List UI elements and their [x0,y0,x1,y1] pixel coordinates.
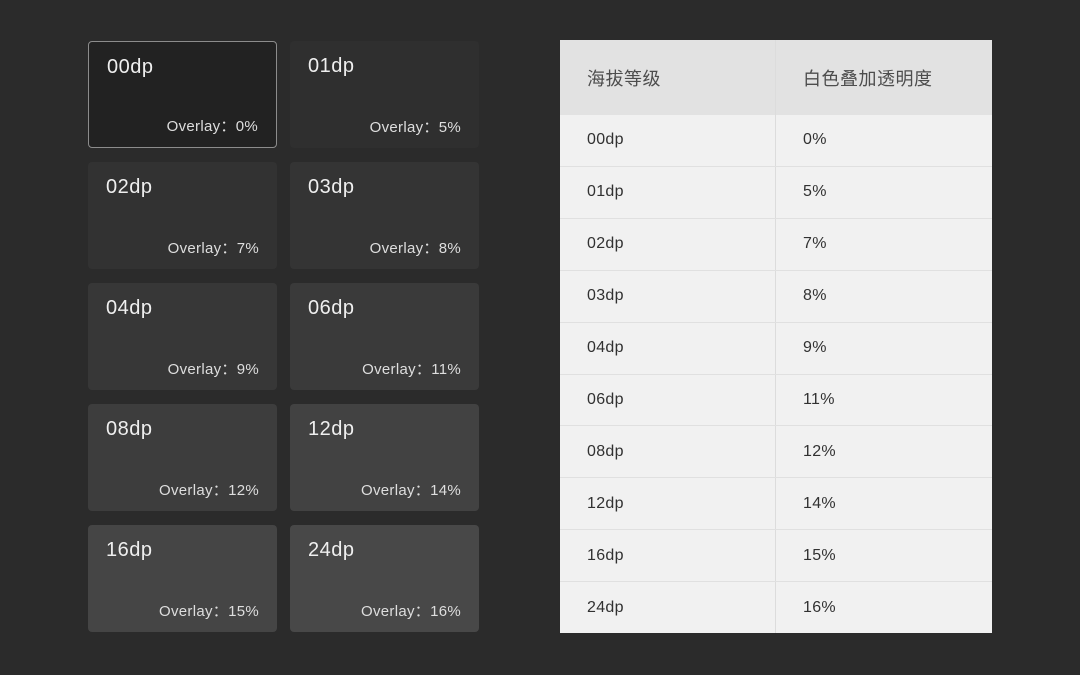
table-cell-percent: 12% [803,442,836,460]
table-cell-dp: 02dp [560,218,776,270]
elevation-card-08dp: 08dp Overlay：12% [88,404,277,511]
table-row: 08dp 12% [560,425,992,478]
table-cell-percent: 7% [803,235,827,253]
table-cell-percent: 5% [803,183,827,201]
card-title: 00dp [107,56,154,78]
table-cell-percent: 9% [803,339,827,357]
table-cell-dp: 12dp [560,478,776,530]
table-cell-dp: 24dp [560,582,776,634]
card-title: 03dp [308,176,355,198]
table-header-row: 海拔等级 白色叠加透明度 [560,40,992,115]
elevation-card-03dp: 03dp Overlay：8% [290,162,479,269]
table-cell-percent: 8% [803,287,827,305]
elevation-card-06dp: 06dp Overlay：11% [290,283,479,390]
elevation-spec-table: 海拔等级 白色叠加透明度 00dp 0% 01dp 5% 02dp 7% 03d… [560,40,992,634]
card-overlay-value: Overlay：16% [360,603,461,620]
card-title: 16dp [106,539,153,561]
card-title: 24dp [308,539,355,561]
card-title: 01dp [308,55,355,77]
table-cell-dp: 00dp [560,115,776,166]
card-overlay-value: Overlay：14% [360,482,461,499]
table-row: 02dp 7% [560,217,992,270]
table-row: 24dp 16% [560,581,992,634]
elevation-card-00dp: 00dp Overlay：0% [88,41,277,148]
card-overlay-value: Overlay：5% [369,119,461,136]
card-overlay-value: Overlay：12% [158,482,259,499]
card-overlay-value: Overlay：0% [166,118,258,135]
table-cell-percent: 11% [803,390,835,408]
elevation-card-04dp: 04dp Overlay：9% [88,283,277,390]
card-title: 06dp [308,297,355,319]
table-row: 01dp 5% [560,165,992,218]
card-overlay-value: Overlay：8% [369,240,461,257]
card-overlay-value: Overlay：7% [167,240,259,257]
table-header-elevation-level: 海拔等级 [560,40,776,115]
card-overlay-value: Overlay：9% [167,361,259,378]
card-title: 08dp [106,418,153,440]
card-overlay-value: Overlay：11% [362,361,461,378]
table-cell-dp: 06dp [560,374,776,426]
elevation-cards-grid: 00dp Overlay：0% 01dp Overlay：5% 02dp Ove… [88,41,479,632]
table-cell-dp: 16dp [560,530,776,582]
table-row: 00dp 0% [560,115,992,166]
card-title: 12dp [308,418,355,440]
table-cell-percent: 15% [803,546,836,564]
table-row: 12dp 14% [560,477,992,530]
table-cell-percent: 14% [803,494,836,512]
table-row: 16dp 15% [560,529,992,582]
elevation-card-12dp: 12dp Overlay：14% [290,404,479,511]
table-body: 00dp 0% 01dp 5% 02dp 7% 03dp 8% 04dp 9% … [560,115,992,634]
table-cell-percent: 0% [803,131,827,149]
elevation-card-02dp: 02dp Overlay：7% [88,162,277,269]
table-cell-dp: 08dp [560,426,776,478]
table-row: 06dp 11% [560,373,992,426]
card-overlay-value: Overlay：15% [158,603,259,620]
card-title: 04dp [106,297,153,319]
table-cell-dp: 03dp [560,270,776,322]
card-title: 02dp [106,176,153,198]
table-cell-dp: 04dp [560,322,776,374]
elevation-card-16dp: 16dp Overlay：15% [88,525,277,632]
table-cell-percent: 16% [803,598,836,616]
elevation-card-24dp: 24dp Overlay：16% [290,525,479,632]
table-header-overlay-opacity: 白色叠加透明度 [803,68,933,89]
table-row: 03dp 8% [560,269,992,322]
elevation-card-01dp: 01dp Overlay：5% [290,41,479,148]
table-row: 04dp 9% [560,321,992,374]
table-cell-dp: 01dp [560,166,776,218]
